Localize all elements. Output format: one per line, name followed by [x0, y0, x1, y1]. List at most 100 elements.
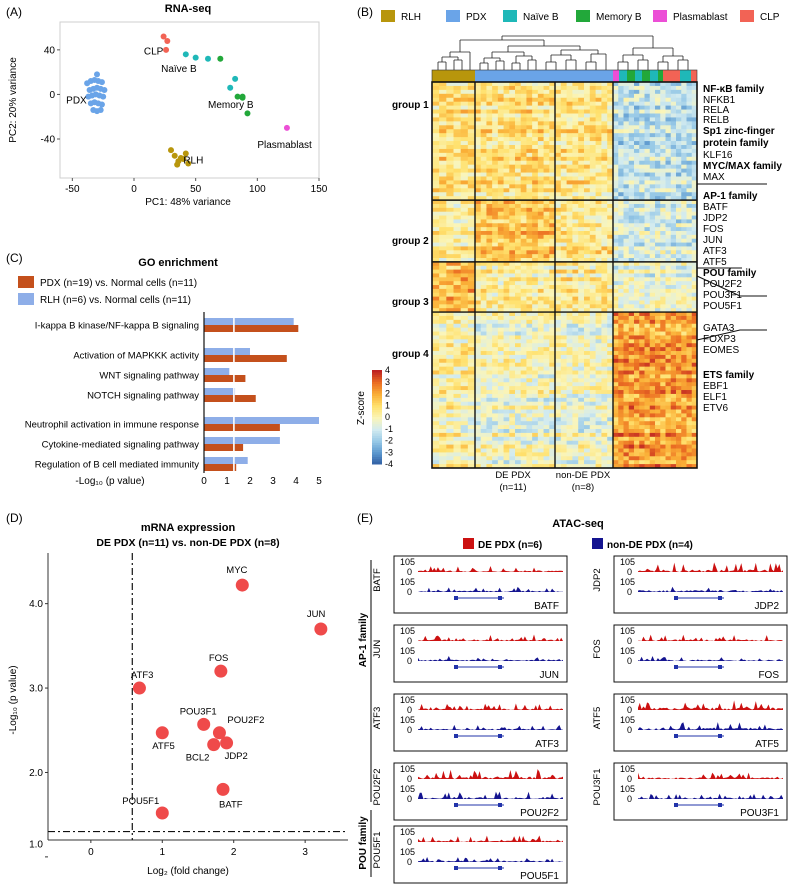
heatmap-cell [578, 117, 585, 122]
heatmap-cell [655, 358, 661, 364]
heatmap-cell [460, 335, 469, 340]
heatmap-cell [660, 378, 666, 383]
heatmap-cell [503, 180, 510, 185]
heatmap-cell [655, 137, 661, 142]
heatmap-cell [560, 456, 567, 461]
heatmap-cell [486, 269, 493, 274]
heatmap-cell [634, 370, 640, 375]
heatmap-cell [467, 390, 476, 395]
legend-swatch-memory-b [576, 10, 590, 22]
heatmap-cell [549, 390, 556, 395]
heatmap-cell [446, 429, 454, 434]
colorbar-tick: 1 [385, 400, 390, 410]
heatmap-cell [446, 207, 454, 213]
heatmap-cell [676, 386, 682, 391]
heatmap-cell [497, 238, 504, 243]
heatmap-cell [532, 121, 539, 126]
heatmap-cell [644, 261, 651, 267]
heatmap-cell [439, 366, 447, 371]
heatmap-cell [453, 254, 462, 259]
heatmap-cell [532, 160, 539, 166]
heatmap-cell [503, 258, 510, 263]
heatmap-cell [480, 160, 487, 166]
heatmap-cell [560, 358, 567, 364]
heatmap-cell [572, 219, 579, 224]
heatmap-cell [439, 327, 447, 332]
heatmap-cell [601, 417, 608, 422]
heatmap-cell [649, 351, 656, 356]
heatmap-cell [432, 238, 440, 243]
heatmap-cell [644, 238, 651, 243]
heatmap-cell [644, 366, 651, 371]
heatmap-cell [467, 180, 476, 185]
heatmap-cell [503, 141, 510, 146]
atac-signal-de [418, 634, 563, 641]
heatmap-cell [543, 425, 550, 430]
heatmap-cell [613, 254, 619, 259]
heatmap-cell [486, 452, 493, 457]
heatmap-cell [566, 148, 573, 154]
heatmap-cell [453, 362, 462, 368]
heatmap-cell [475, 192, 482, 197]
heatmap-cell [532, 339, 539, 344]
heatmap-cell [460, 405, 469, 410]
heatmap-cell [623, 432, 630, 438]
heatmap-cell [649, 242, 656, 247]
heatmap-cell [566, 440, 573, 446]
heatmap-cell [480, 101, 487, 107]
heatmap-cell [537, 234, 544, 240]
heatmap-cell [584, 176, 591, 181]
atac-scale-zero: 0 [627, 705, 632, 715]
heatmap-cell [639, 343, 645, 348]
heatmap-cell [607, 296, 614, 301]
heatmap-cell [537, 417, 544, 422]
go-bar-pdx [204, 375, 246, 382]
heatmap-cell [623, 141, 630, 146]
heatmap-cell [676, 429, 682, 434]
heatmap-cell [628, 413, 635, 418]
heatmap-cell [628, 448, 635, 453]
heatmap-cell [623, 281, 630, 286]
heatmap-cell [665, 409, 672, 414]
heatmap-cell [446, 93, 454, 99]
heatmap-cell [691, 390, 698, 395]
heatmap-cell [537, 440, 544, 446]
heatmap-cell [532, 370, 539, 375]
heatmap-cell [526, 117, 533, 122]
heatmap-cell [639, 234, 645, 240]
heatmap-cell [584, 335, 591, 340]
heatmap-cell [634, 429, 640, 434]
heatmap-cell [589, 304, 596, 309]
heatmap-cell [618, 436, 624, 442]
heatmap-cell [446, 141, 454, 146]
heatmap-cell [503, 261, 510, 267]
heatmap-cell [676, 254, 682, 259]
heatmap-cell [432, 200, 440, 205]
heatmap-cell [486, 219, 493, 224]
colorbar-segment [372, 419, 382, 423]
heatmap-cell [649, 444, 656, 449]
heatmap-cell [480, 211, 487, 216]
heatmap-cell [639, 335, 645, 340]
heatmap-cell [515, 335, 522, 340]
heatmap-cell [453, 269, 462, 274]
heatmap-cell [628, 460, 635, 465]
heatmap-cell [515, 105, 522, 110]
heatmap-cell [660, 121, 666, 126]
heatmap-cell [686, 223, 693, 228]
heatmap-cell [595, 456, 602, 461]
heatmap-cell [515, 215, 522, 220]
heatmap-cell [537, 343, 544, 348]
go-bar-rlh [204, 437, 280, 444]
heatmap-cell [681, 246, 687, 251]
heatmap-cell [623, 168, 630, 173]
heatmap-cell [560, 125, 567, 130]
heatmap-cell [589, 192, 596, 197]
heatmap-cell [543, 413, 550, 418]
heatmap-cell [644, 378, 651, 383]
heatmap-cell [644, 97, 651, 103]
heatmap-cell [601, 273, 608, 278]
heatmap-cell [601, 285, 608, 290]
heatmap-cell [584, 215, 591, 220]
heatmap-cell [543, 188, 550, 193]
